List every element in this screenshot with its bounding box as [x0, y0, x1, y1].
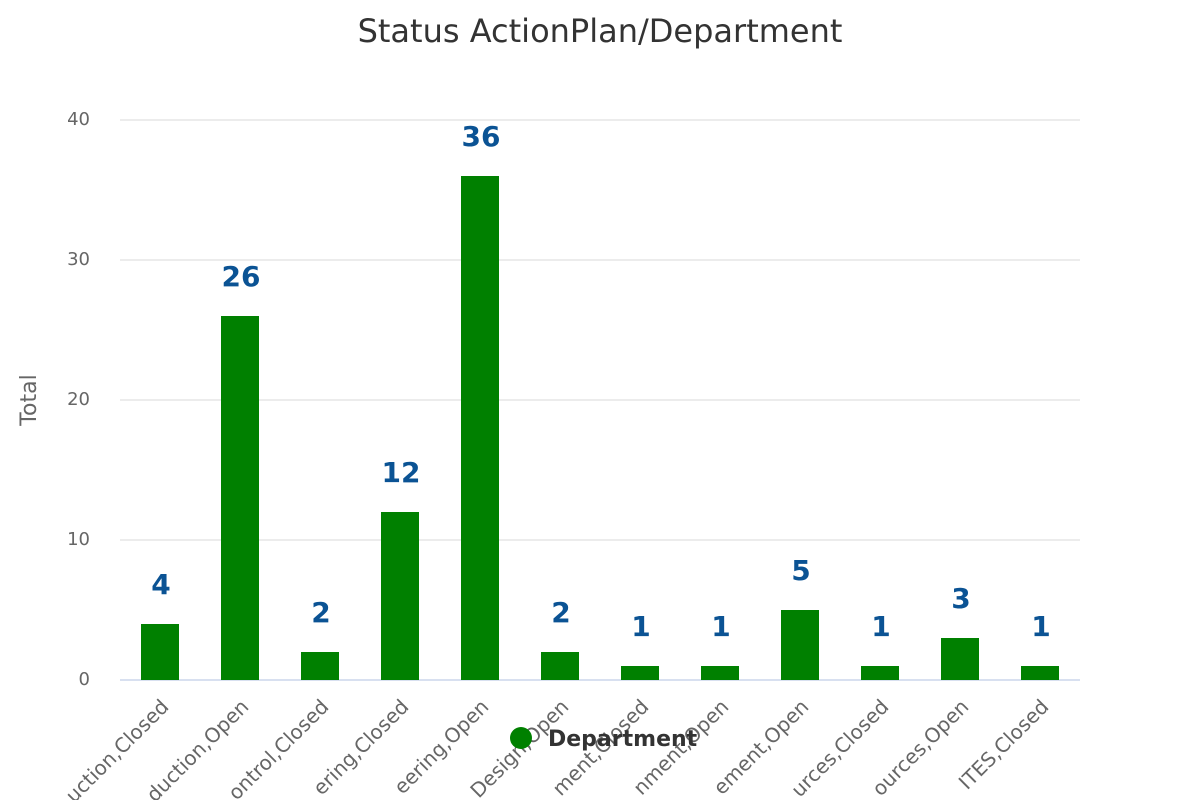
bar: [941, 638, 979, 680]
bar: [301, 652, 339, 680]
data-label: 3: [951, 582, 970, 615]
bar: [861, 666, 899, 680]
data-label: 26: [222, 260, 261, 293]
data-label: 36: [462, 120, 501, 153]
data-label: 5: [791, 554, 810, 587]
y-axis-title: Total: [17, 374, 42, 426]
data-label: 1: [871, 610, 890, 643]
bar: [381, 512, 419, 680]
y-tick-label: 20: [67, 389, 90, 410]
y-tick-label: 40: [67, 109, 90, 130]
data-label: 2: [551, 596, 570, 629]
bar: [1021, 666, 1059, 680]
data-label: 1: [1031, 610, 1050, 643]
bar: [781, 610, 819, 680]
data-label: 12: [382, 456, 421, 489]
bar: [541, 652, 579, 680]
bar: [461, 176, 499, 680]
legend-marker: [510, 727, 532, 749]
data-label: 4: [151, 568, 170, 601]
legend-label: Department: [548, 727, 698, 752]
bar: [141, 624, 179, 680]
y-tick-label: 30: [67, 249, 90, 270]
bar: [701, 666, 739, 680]
chart-title: Status ActionPlan/Department: [358, 12, 843, 50]
data-label: 2: [311, 596, 330, 629]
data-label: 1: [631, 610, 650, 643]
y-tick-label: 0: [79, 669, 90, 690]
data-label: 1: [711, 610, 730, 643]
bar: [621, 666, 659, 680]
y-tick-label: 10: [67, 529, 90, 550]
bar: [221, 316, 259, 680]
